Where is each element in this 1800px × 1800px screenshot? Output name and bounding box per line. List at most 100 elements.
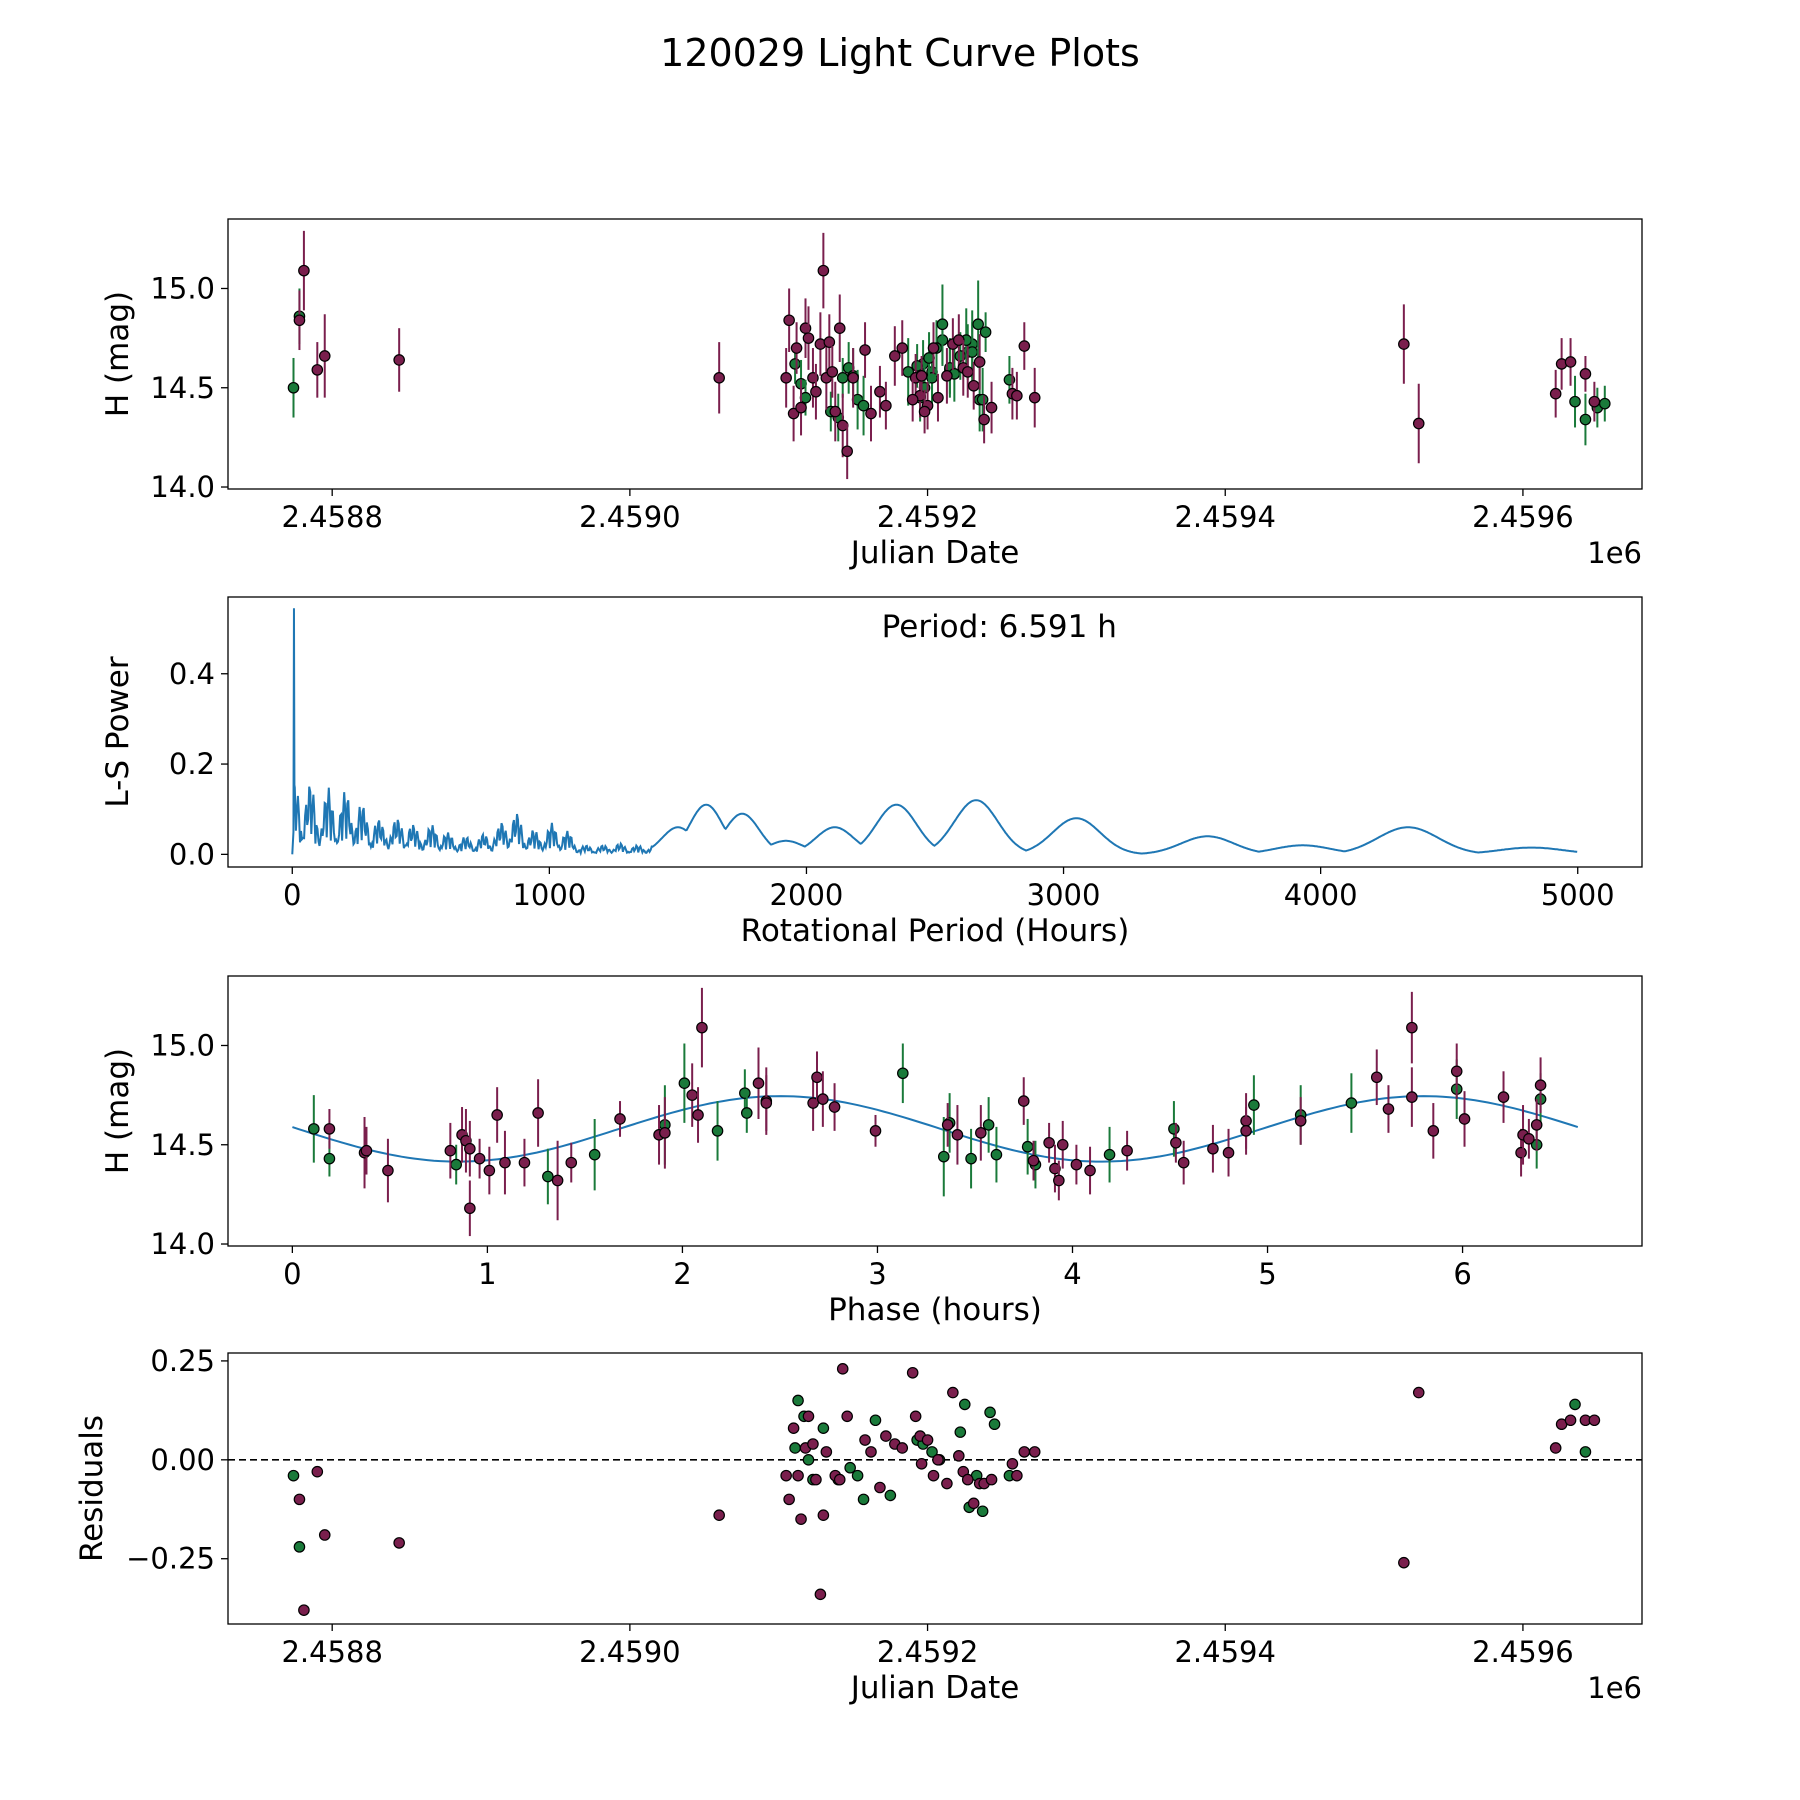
x-tick-label: 2.4590 bbox=[579, 1635, 680, 1669]
data-point bbox=[884, 1489, 897, 1502]
data-point bbox=[780, 1469, 792, 1482]
data-point bbox=[817, 1509, 830, 1522]
data-point bbox=[982, 1119, 995, 1131]
data-point bbox=[915, 370, 928, 382]
x-tick-label: 4 bbox=[1063, 1257, 1081, 1291]
data-point bbox=[783, 314, 795, 327]
data-point bbox=[1240, 1125, 1252, 1137]
x-tick-label: 2 bbox=[673, 1257, 691, 1291]
periodogram-line bbox=[291, 608, 1578, 857]
data-point bbox=[713, 1509, 725, 1522]
data-point bbox=[1056, 1138, 1069, 1151]
data-point bbox=[696, 1021, 708, 1034]
data-point bbox=[802, 332, 815, 344]
phase-folded-marks bbox=[292, 987, 1579, 1237]
x-tick-label: 2.4596 bbox=[1472, 500, 1573, 534]
data-point bbox=[826, 366, 839, 378]
x-axis-label: Rotational Period (Hours) bbox=[741, 913, 1130, 949]
data-point bbox=[1168, 1123, 1180, 1135]
data-point bbox=[909, 1410, 922, 1423]
data-point bbox=[1207, 1142, 1219, 1155]
x-tick-label: 1 bbox=[478, 1257, 496, 1291]
data-point bbox=[393, 354, 405, 366]
data-point bbox=[713, 372, 725, 384]
data-point bbox=[921, 1434, 934, 1446]
data-point bbox=[1406, 1021, 1418, 1034]
period-annotation: Period: 6.591 h bbox=[882, 609, 1117, 645]
data-point bbox=[810, 385, 822, 398]
y-tick-label: 14.5 bbox=[150, 371, 215, 405]
data-point bbox=[659, 1127, 671, 1139]
data-point bbox=[318, 1529, 331, 1541]
data-point bbox=[1515, 1146, 1527, 1159]
data-point bbox=[1018, 340, 1031, 352]
data-point bbox=[1084, 1164, 1096, 1177]
phase-folded-panel: 0 1 2 3 4 5 6 14.0 14.5 15.0 Phase (hours) H (mag) bbox=[100, 975, 1643, 1328]
light-curve-panel: 2.4588 2.4590 2.4592 2.4594 2.4596 14.0 14.5 15… bbox=[100, 218, 1643, 571]
data-point bbox=[820, 1446, 833, 1458]
data-point bbox=[897, 1067, 909, 1080]
data-point bbox=[972, 318, 984, 331]
data-point bbox=[967, 379, 980, 392]
data-point bbox=[789, 1442, 801, 1454]
data-point bbox=[1412, 1386, 1425, 1399]
data-point bbox=[760, 1097, 773, 1109]
data-point bbox=[880, 399, 892, 412]
data-point bbox=[1579, 1446, 1592, 1458]
data-point bbox=[859, 344, 871, 356]
data-point bbox=[976, 1505, 989, 1518]
data-point bbox=[915, 1457, 928, 1470]
data-point bbox=[1021, 1140, 1034, 1153]
data-point bbox=[869, 1125, 882, 1137]
data-point bbox=[1345, 1097, 1358, 1109]
data-point bbox=[874, 1481, 886, 1494]
data-point bbox=[865, 1446, 877, 1458]
data-point bbox=[308, 1123, 320, 1135]
y-tick-label: 15.0 bbox=[150, 1028, 215, 1062]
data-point bbox=[789, 358, 801, 370]
x-tick-label: 6 bbox=[1453, 1257, 1471, 1291]
residuals-panel: 2.4588 2.4590 2.4592 2.4594 2.4596 −0.25 0.00 0… bbox=[74, 1344, 1643, 1706]
data-point bbox=[941, 1119, 954, 1131]
x-axis-label: Phase (hours) bbox=[828, 1292, 1042, 1328]
data-point bbox=[739, 1087, 751, 1099]
x-offset-label: 1e6 bbox=[1587, 1671, 1642, 1705]
data-point bbox=[614, 1113, 626, 1125]
data-point bbox=[1294, 1115, 1307, 1127]
data-point bbox=[817, 264, 830, 277]
data-point bbox=[1222, 1146, 1235, 1159]
data-point bbox=[783, 1493, 795, 1506]
data-point bbox=[393, 1537, 405, 1549]
data-point bbox=[293, 1541, 306, 1553]
data-point bbox=[1049, 1162, 1061, 1175]
data-point bbox=[906, 1366, 919, 1379]
data-point bbox=[1103, 1148, 1116, 1161]
data-point bbox=[828, 1101, 841, 1113]
data-point bbox=[1248, 1099, 1260, 1111]
data-point bbox=[532, 1107, 544, 1119]
x-tick-label: 0 bbox=[283, 878, 301, 912]
data-point bbox=[990, 1148, 1003, 1161]
periodogram-marks bbox=[291, 608, 1578, 857]
data-point bbox=[565, 1156, 578, 1169]
data-point bbox=[518, 1156, 531, 1169]
data-point bbox=[678, 1077, 691, 1090]
data-point bbox=[1549, 1442, 1562, 1454]
data-point bbox=[1450, 1065, 1463, 1078]
y-tick-label: 14.5 bbox=[150, 1128, 215, 1162]
data-point bbox=[836, 1363, 849, 1375]
data-point bbox=[947, 1386, 959, 1399]
x-tick-label: 2.4592 bbox=[877, 1635, 978, 1669]
data-point bbox=[1018, 1446, 1031, 1458]
data-point bbox=[1177, 1156, 1190, 1169]
data-point bbox=[869, 1414, 882, 1427]
data-point bbox=[936, 318, 949, 331]
data-point bbox=[979, 326, 992, 338]
data-point bbox=[711, 1125, 724, 1137]
y-tick-label: 14.0 bbox=[150, 1227, 215, 1261]
phase-folded-frame bbox=[227, 975, 1643, 1247]
data-point bbox=[1569, 395, 1581, 408]
residuals-marks bbox=[228, 1363, 1642, 1616]
data-point bbox=[1564, 356, 1577, 368]
y-axis-label: L-S Power bbox=[100, 656, 136, 807]
